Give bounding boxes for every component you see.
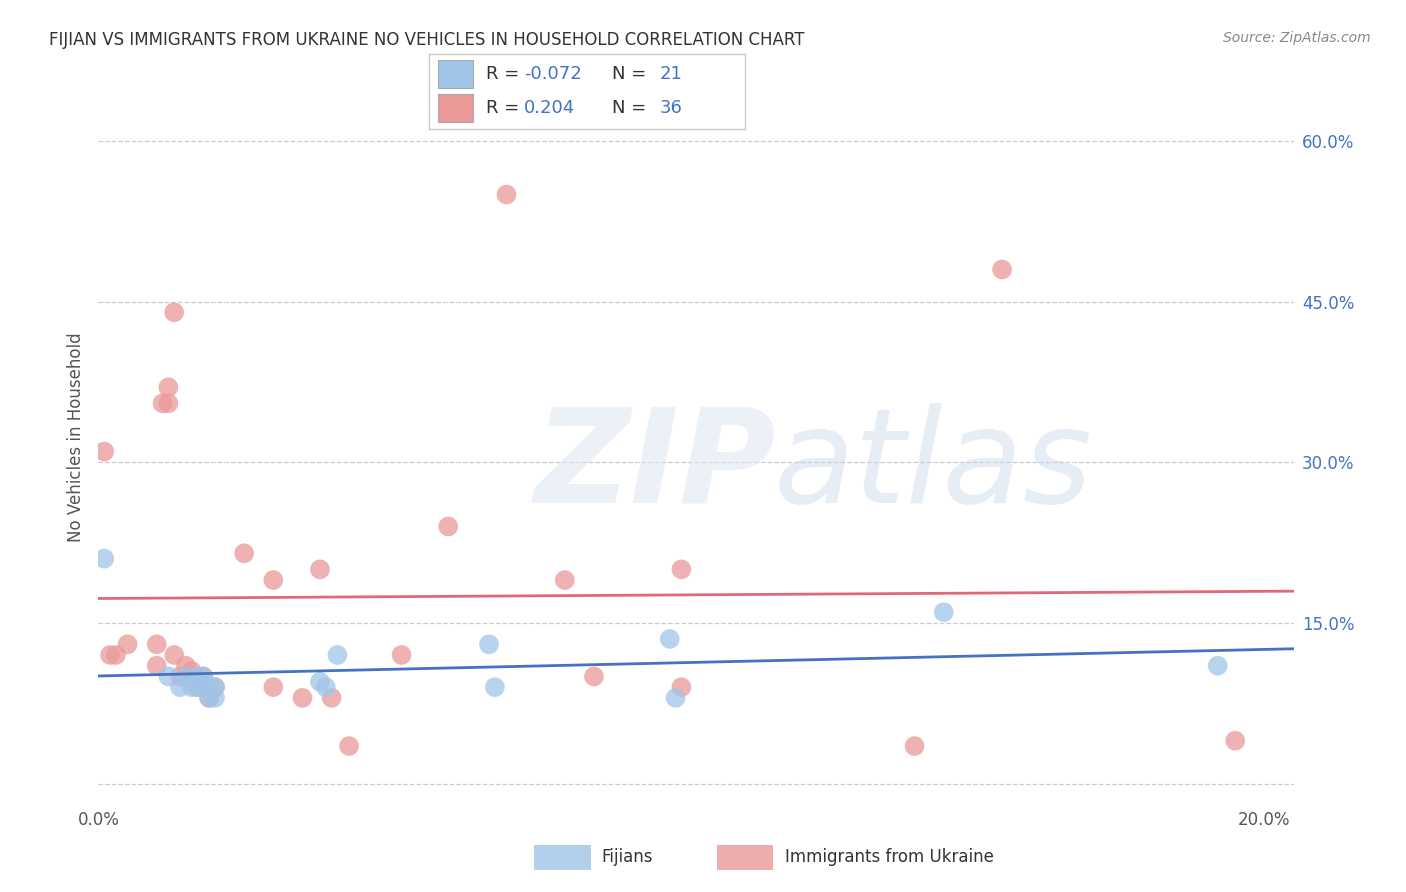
Text: 21: 21 bbox=[659, 65, 683, 83]
Point bbox=[198, 690, 221, 705]
Point bbox=[1225, 733, 1247, 747]
Point bbox=[186, 669, 208, 683]
Text: Immigrants from Ukraine: Immigrants from Ukraine bbox=[785, 848, 994, 866]
Point bbox=[193, 669, 215, 683]
Point bbox=[204, 690, 226, 705]
Text: atlas: atlas bbox=[773, 403, 1092, 530]
Point bbox=[291, 690, 314, 705]
Point bbox=[554, 573, 576, 587]
Point bbox=[391, 648, 413, 662]
Point bbox=[309, 562, 332, 576]
Point bbox=[582, 669, 605, 683]
Y-axis label: No Vehicles in Household: No Vehicles in Household bbox=[66, 332, 84, 542]
Point bbox=[174, 658, 197, 673]
Point bbox=[163, 648, 186, 662]
Point bbox=[932, 605, 955, 619]
Point bbox=[157, 396, 180, 410]
Point bbox=[157, 380, 180, 394]
Point bbox=[145, 637, 167, 651]
Point bbox=[93, 551, 115, 566]
Point bbox=[321, 690, 343, 705]
Point bbox=[671, 562, 693, 576]
Point bbox=[193, 669, 215, 683]
Text: N =: N = bbox=[613, 99, 652, 117]
Point bbox=[437, 519, 460, 533]
Point bbox=[145, 658, 167, 673]
Text: 0.204: 0.204 bbox=[524, 99, 575, 117]
Point bbox=[991, 262, 1014, 277]
Text: -0.072: -0.072 bbox=[524, 65, 582, 83]
Text: 36: 36 bbox=[659, 99, 683, 117]
Point bbox=[152, 396, 174, 410]
Point bbox=[180, 669, 202, 683]
Text: N =: N = bbox=[613, 65, 652, 83]
Point bbox=[233, 546, 256, 560]
Point bbox=[262, 573, 284, 587]
Point bbox=[262, 680, 284, 694]
Point bbox=[484, 680, 506, 694]
Point bbox=[174, 669, 197, 683]
Point bbox=[204, 680, 226, 694]
Point bbox=[117, 637, 139, 651]
Text: ZIP: ZIP bbox=[534, 403, 776, 530]
Point bbox=[309, 674, 332, 689]
Point bbox=[204, 680, 226, 694]
Point bbox=[198, 680, 221, 694]
Point bbox=[495, 187, 517, 202]
Point bbox=[1206, 658, 1229, 673]
Point bbox=[337, 739, 360, 753]
Point bbox=[664, 690, 686, 705]
Point bbox=[658, 632, 681, 646]
Point bbox=[180, 680, 202, 694]
Point bbox=[93, 444, 115, 458]
Point bbox=[180, 664, 202, 678]
Point bbox=[186, 680, 208, 694]
Point bbox=[186, 680, 208, 694]
Point bbox=[169, 669, 191, 683]
Point bbox=[326, 648, 349, 662]
Point bbox=[157, 669, 180, 683]
Text: R =: R = bbox=[486, 99, 524, 117]
Point bbox=[98, 648, 121, 662]
Point bbox=[104, 648, 127, 662]
Text: Source: ZipAtlas.com: Source: ZipAtlas.com bbox=[1223, 31, 1371, 45]
Point bbox=[315, 680, 337, 694]
Point bbox=[169, 680, 191, 694]
FancyBboxPatch shape bbox=[439, 61, 472, 87]
Point bbox=[198, 690, 221, 705]
Point bbox=[163, 305, 186, 319]
Text: R =: R = bbox=[486, 65, 524, 83]
Point bbox=[671, 680, 693, 694]
Text: FIJIAN VS IMMIGRANTS FROM UKRAINE NO VEHICLES IN HOUSEHOLD CORRELATION CHART: FIJIAN VS IMMIGRANTS FROM UKRAINE NO VEH… bbox=[49, 31, 804, 49]
Text: Fijians: Fijians bbox=[602, 848, 654, 866]
Point bbox=[478, 637, 501, 651]
Point bbox=[903, 739, 925, 753]
FancyBboxPatch shape bbox=[439, 95, 472, 122]
